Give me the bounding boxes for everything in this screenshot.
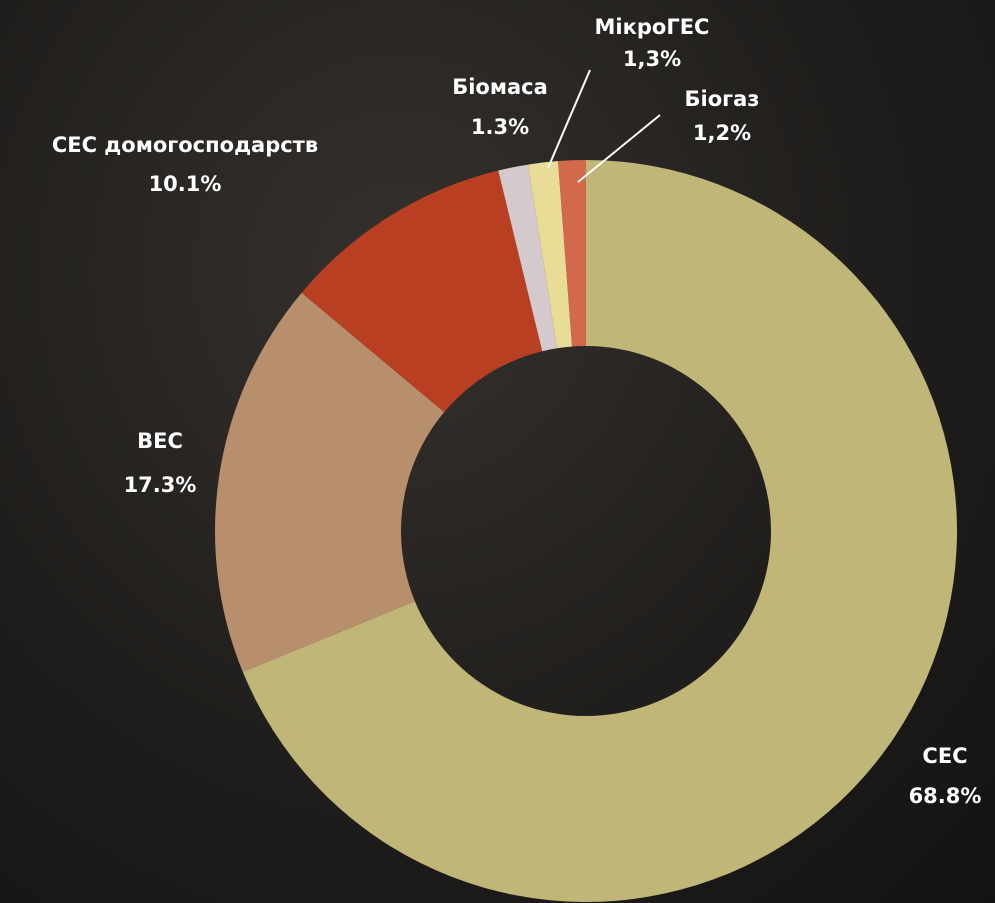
value-label: 1.3% <box>471 115 529 139</box>
value-label: 1,2% <box>693 121 751 145</box>
segment-label: СЕС домогосподарств <box>52 133 318 157</box>
segment-label: Біогаз <box>685 87 760 111</box>
value-label: 68.8% <box>909 784 982 808</box>
segment-label: СЕС <box>922 744 967 768</box>
value-label: 17.3% <box>124 473 197 497</box>
value-label: 1,3% <box>623 47 681 71</box>
leader-line <box>548 70 590 168</box>
chart: СЕС 68.8% ВЕС 17.3% СЕС домогосподарств 10.1%… <box>0 0 995 903</box>
value-label: 10.1% <box>149 172 222 196</box>
page: СЕС 68.8% ВЕС 17.3% СЕС домогосподарств 10.1%… <box>0 0 995 903</box>
segment-label: ВЕС <box>137 429 183 453</box>
segment-label: МікроГЕС <box>595 15 710 39</box>
segment-label: Біомаса <box>452 75 548 99</box>
